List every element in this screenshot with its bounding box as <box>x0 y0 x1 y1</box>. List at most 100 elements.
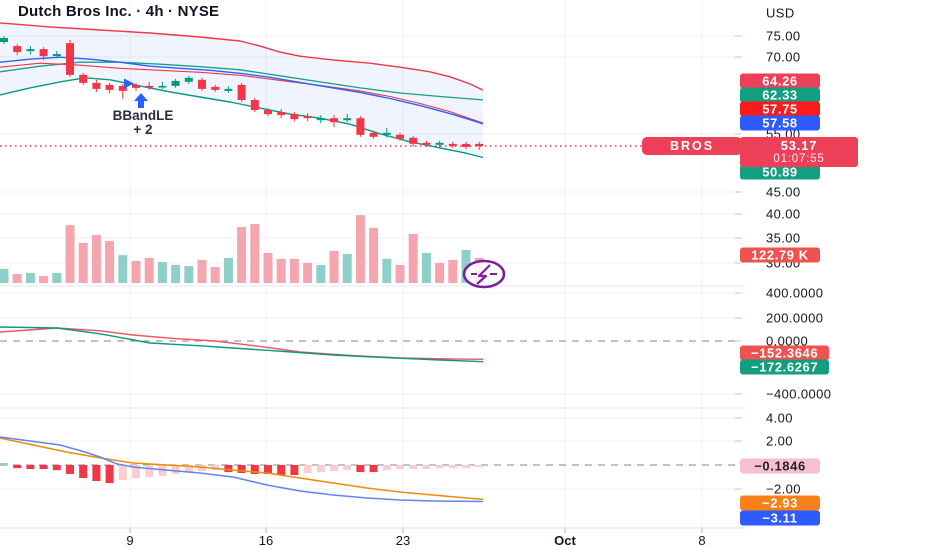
candle-body <box>409 137 418 144</box>
symbol-price-line-label: BROS <box>642 137 742 155</box>
ma-teal-line <box>0 61 484 101</box>
time-axis-label: 8 <box>698 533 706 548</box>
ma-teal-value: 62.33 <box>740 87 820 103</box>
histogram-bar <box>132 465 140 478</box>
candle-body <box>343 118 352 121</box>
volume-bar <box>355 215 365 283</box>
volume-bar <box>105 241 115 283</box>
candle-body <box>39 49 48 57</box>
ma-blue-value: 57.58 <box>740 115 820 131</box>
histogram-bar <box>303 465 312 473</box>
volume-bar <box>369 227 379 283</box>
histogram-bar <box>184 465 193 473</box>
histogram-bar <box>422 465 431 469</box>
volume-bar <box>184 266 194 283</box>
volume-bar <box>78 243 88 283</box>
histogram-bar <box>277 465 286 475</box>
chart-canvas[interactable] <box>0 0 745 550</box>
histogram-bar <box>92 465 101 481</box>
macd-histogram <box>0 463 484 483</box>
histogram-bar <box>330 465 338 471</box>
bb-upper-value: 64.26 <box>740 73 820 89</box>
macd-blue-value: −3.11 <box>740 510 820 526</box>
histogram-bar <box>0 463 8 465</box>
flash-icon[interactable] <box>462 259 506 289</box>
histogram-bar <box>343 465 352 471</box>
volume-bar <box>250 224 260 283</box>
volume-bar <box>0 268 9 283</box>
symbol-legend[interactable]: Dutch Bros Inc. · 4h · NYSE <box>18 3 220 20</box>
histogram-bar <box>396 465 404 469</box>
volume-bar <box>118 255 128 283</box>
candle-body <box>145 85 154 88</box>
candle-body <box>0 38 8 42</box>
histogram-bar <box>435 465 444 469</box>
candle-body <box>26 49 35 52</box>
histogram-bar <box>462 465 470 469</box>
time-axis-label: 9 <box>126 533 134 548</box>
candle-body <box>250 100 259 111</box>
histogram-bar <box>145 465 154 477</box>
histogram-bar <box>13 465 22 469</box>
volume-bar <box>342 254 352 283</box>
histogram-bar <box>105 465 114 483</box>
histogram-bar <box>158 465 167 476</box>
histogram-bar <box>198 465 206 471</box>
volume-bar <box>408 234 418 283</box>
bband-signal-qty: + 2 <box>133 122 153 137</box>
candle-body <box>105 84 114 90</box>
histogram-bar <box>475 465 484 468</box>
price-axis-label: 35.00 <box>766 230 801 246</box>
histogram-bar <box>237 465 246 473</box>
volume-bar <box>171 265 181 283</box>
candle-body <box>171 80 180 86</box>
candle-body <box>118 85 127 91</box>
time-axis-label: Oct <box>554 533 576 548</box>
volume-bar <box>144 257 154 283</box>
histogram-bar <box>448 465 457 469</box>
candle-body <box>79 74 88 83</box>
volume-bar <box>25 273 35 283</box>
candle-body <box>184 77 193 82</box>
arrow-up-marker[interactable] <box>134 93 148 108</box>
price-axis-label: 40.00 <box>766 206 801 222</box>
candle-body <box>382 132 391 135</box>
candle-body <box>290 114 299 120</box>
candle-body <box>211 86 220 90</box>
buy-triangle-marker[interactable] <box>124 78 134 89</box>
price-axis[interactable]: USD 75.00 70.00 64.26 62.33 57.75 57.58 55.00 53… <box>740 0 932 550</box>
time-axis[interactable]: 9 16 23 Oct 8 <box>0 528 932 550</box>
candle-body <box>264 110 272 115</box>
volume-bar <box>65 225 75 283</box>
last-price-countdown: 53.17 01:07:55 <box>740 137 858 167</box>
volume-bar <box>131 261 141 283</box>
candle-body <box>422 142 431 145</box>
price-axis-label: 0.0000 <box>766 333 809 349</box>
candle-body <box>92 82 101 89</box>
volume-bar <box>210 267 220 283</box>
histogram-bar <box>211 465 220 471</box>
ma-red-value: 57.75 <box>740 101 820 117</box>
oscillator-red-line <box>0 327 484 360</box>
histogram-bar <box>26 465 35 469</box>
candlesticks <box>0 36 484 150</box>
currency-label: USD <box>766 5 795 21</box>
volume-bar <box>435 263 445 283</box>
candle-body <box>158 85 167 88</box>
bband-signal-text: BBandLE <box>112 108 174 123</box>
histogram-bar <box>171 465 180 474</box>
volume-bar <box>197 259 207 283</box>
candle-body <box>237 84 246 100</box>
candle-body <box>224 88 233 91</box>
volume-value: 122.79 K <box>740 247 820 263</box>
histogram-bar <box>409 465 418 469</box>
bollinger-upper-line <box>0 22 484 91</box>
price-axis-label: 400.0000 <box>766 285 824 301</box>
candle-body <box>303 116 312 119</box>
last-price-value: 53.17 <box>780 138 818 153</box>
volume-bar <box>39 276 49 283</box>
time-axis-label: 23 <box>395 533 411 548</box>
ma-blue-line <box>0 56 484 125</box>
osc-teal-value: −172.6267 <box>740 359 830 375</box>
candle-body <box>52 54 61 57</box>
